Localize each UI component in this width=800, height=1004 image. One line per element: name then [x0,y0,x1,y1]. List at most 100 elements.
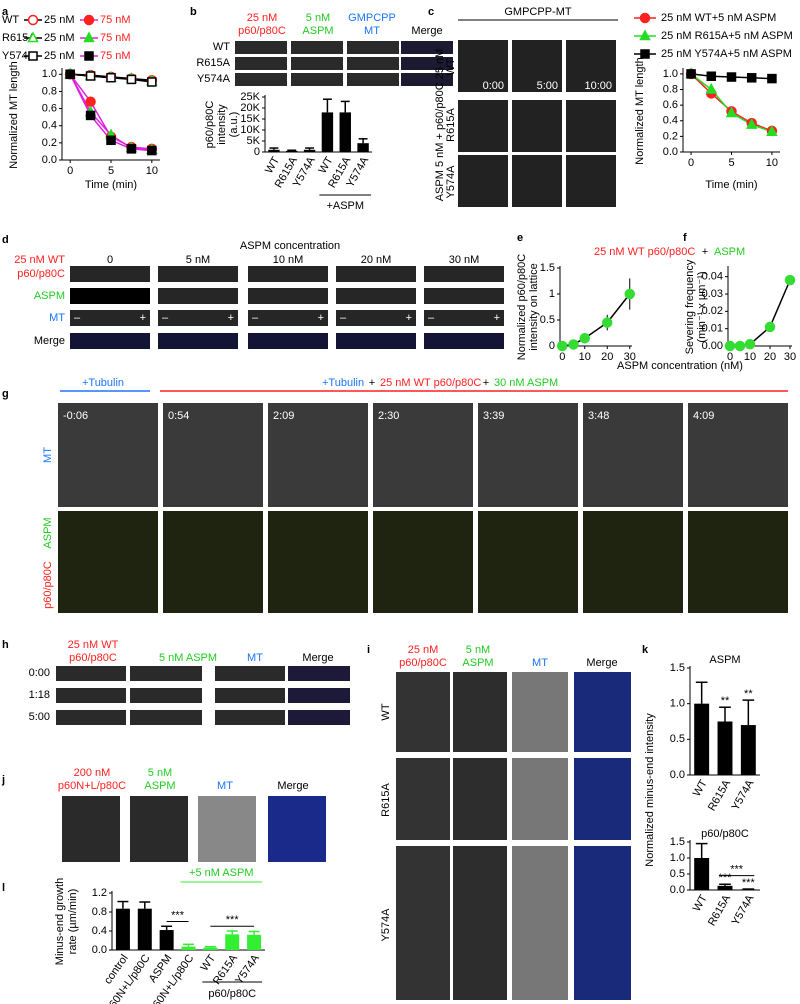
micrograph [130,688,202,703]
marker [602,317,613,328]
x-tick-label: 0 [67,165,73,177]
label: – [74,312,81,324]
marker [65,69,75,80]
x-tick-label: R615A [706,777,734,813]
label: ASPM [714,246,745,258]
micrograph [235,57,287,70]
y-tick-label: 5K [247,135,261,147]
micrograph [336,333,416,349]
micrograph [574,758,631,840]
micrograph [566,100,616,152]
y-axis-label: p60/p80C [204,101,216,149]
label: Merge [411,25,442,37]
micrograph [401,41,453,54]
bar [321,112,334,152]
panel-letter: c [428,6,434,18]
marker [639,29,651,41]
micrograph [158,266,238,282]
bar [339,112,351,152]
label: MT [364,25,380,37]
panel-letter: i [367,644,370,656]
chart-title: ASPM [709,654,740,666]
marker [83,14,95,26]
label: – [340,312,347,324]
bar [159,930,174,950]
label: ASPM [302,25,333,37]
bar [286,150,298,152]
label: R615A [445,108,457,142]
y-tick-label: 0.5 [670,868,685,880]
micrograph [248,310,328,326]
micrograph [566,155,616,207]
micrograph [401,57,453,70]
label: GMPCPP-MT [504,6,572,18]
label: 25 nM WT [68,639,119,651]
marker [724,340,736,352]
micrograph [424,333,504,349]
label: MT [247,652,263,664]
y-tick-label: 1.0 [663,68,678,80]
significance: ** [744,688,753,700]
y-tick-label: 0.8 [663,83,678,95]
y-tick-label: 0.4 [42,120,57,132]
label: 25 nM WT [14,254,65,266]
marker [744,339,756,350]
y-tick-label: 0.2 [663,130,678,142]
micrograph [512,846,568,1000]
label: 25 nM [408,644,439,656]
x-tick-label: 10 [744,351,756,363]
bar [181,946,196,950]
micrograph [70,288,150,304]
micrograph [688,511,788,613]
micrograph [58,511,158,613]
micrograph [424,310,504,326]
legend-label: 25 nM WT+5 nM ASPM [661,12,776,24]
x-tick-label: WT [691,893,710,914]
micrograph [248,333,328,349]
legend-label: 75 nM [100,50,131,62]
panel-letter: l [2,882,5,894]
label: p60/p80C [69,652,117,664]
micrograph [574,846,631,1000]
y-tick-label: 0.01 [702,323,723,335]
marker [639,12,651,24]
x-tick-label: 0 [727,351,733,363]
label: 5 nM [306,12,330,24]
micrograph [574,672,631,752]
micrograph [512,155,562,207]
micrograph [158,288,238,304]
label: + [140,312,146,324]
label: Merge [34,335,65,347]
label: 30 nM [449,254,480,266]
label: 25 nM [247,12,278,24]
bar [357,143,369,152]
significance: *** [171,909,185,921]
marker [706,71,717,81]
x-axis-label: Time (min) [85,179,137,191]
micrograph [336,310,416,326]
y-tick-label: 0.4 [92,925,107,937]
panel-letter: f [683,232,687,244]
micrograph [288,710,350,725]
x-tick-label: WT [691,778,710,799]
label: 10 nM [273,254,304,266]
y-tick-label: 0.4 [663,115,678,127]
significance: *** [742,877,756,889]
micrograph [512,100,562,152]
y-tick-label: 20K [240,102,260,114]
y-tick-label: 0 [254,146,260,158]
label: + [702,246,708,258]
marker [83,31,95,43]
micrograph [478,511,578,613]
x-tick-label: 5 [108,165,114,177]
micrograph [248,266,328,282]
micrograph [70,310,150,326]
label: WT [380,703,392,720]
y-tick-label: 1.0 [42,68,57,80]
micrograph [583,511,683,613]
micrograph [688,403,788,507]
label: MT [49,312,65,324]
x-tick-label: 20 [764,351,776,363]
legend-label: 25 nM R615A+5 nM ASPM [661,30,793,42]
micrograph [158,310,238,326]
